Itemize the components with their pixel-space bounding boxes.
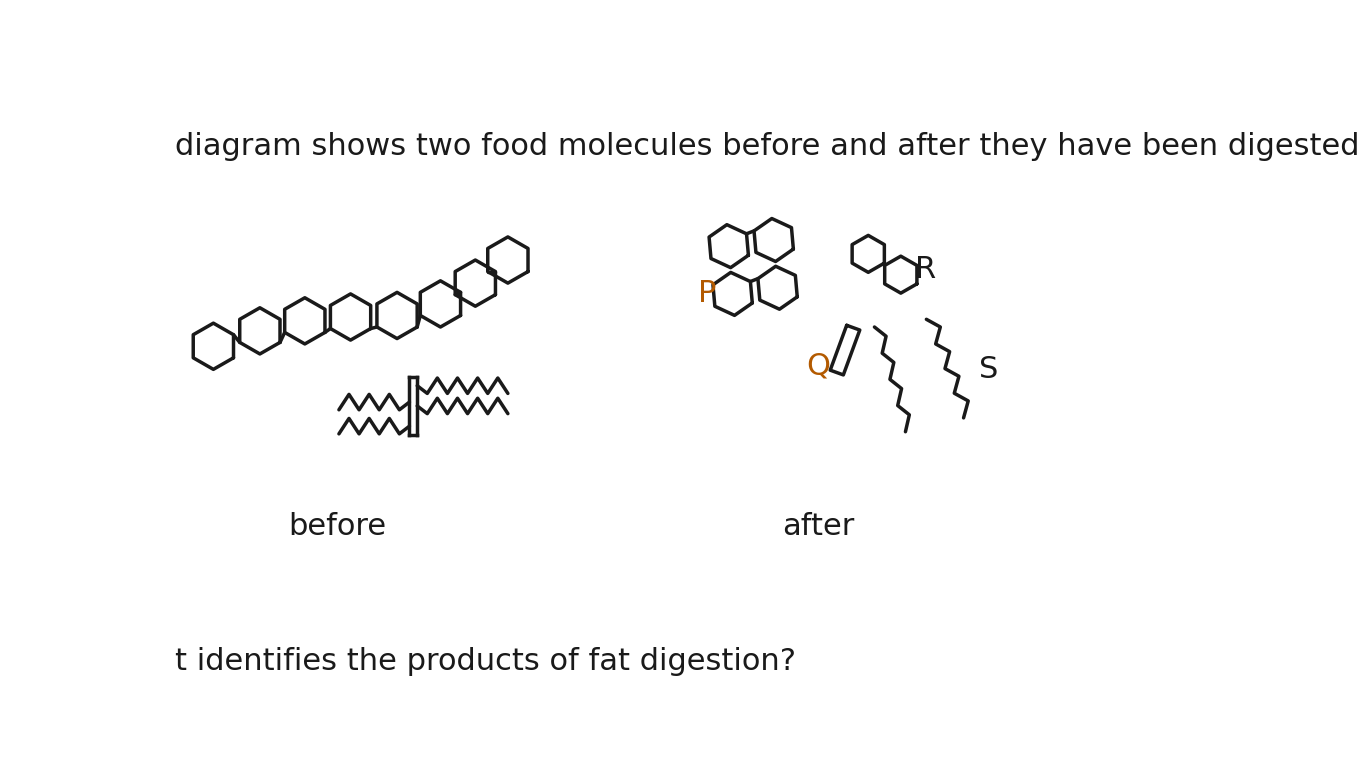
Text: after: after [781,511,854,541]
Text: t identifies the products of fat digestion?: t identifies the products of fat digesti… [175,647,795,676]
Text: R: R [915,255,936,283]
Text: before: before [288,511,387,541]
Text: Q: Q [806,351,831,380]
Text: S: S [979,355,999,384]
Text: diagram shows two food molecules before and after they have been digested by en: diagram shows two food molecules before … [175,132,1366,161]
Text: P: P [698,280,716,309]
